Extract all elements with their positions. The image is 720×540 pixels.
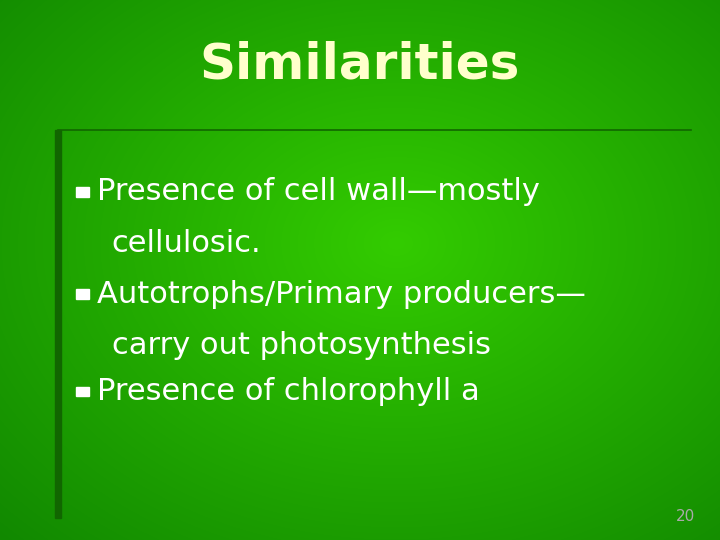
- Text: Presence of cell wall—mostly: Presence of cell wall—mostly: [97, 177, 540, 206]
- Bar: [76, 187, 89, 197]
- Text: 20: 20: [675, 509, 695, 524]
- Bar: [76, 289, 89, 299]
- Text: cellulosic.: cellulosic.: [112, 228, 261, 258]
- Text: Autotrophs/Primary producers—: Autotrophs/Primary producers—: [97, 280, 586, 309]
- Text: carry out photosynthesis: carry out photosynthesis: [112, 331, 490, 360]
- Text: Presence of chlorophyll a: Presence of chlorophyll a: [97, 377, 480, 406]
- Text: Similarities: Similarities: [200, 41, 520, 89]
- Bar: [55, 130, 61, 518]
- Bar: [76, 387, 89, 396]
